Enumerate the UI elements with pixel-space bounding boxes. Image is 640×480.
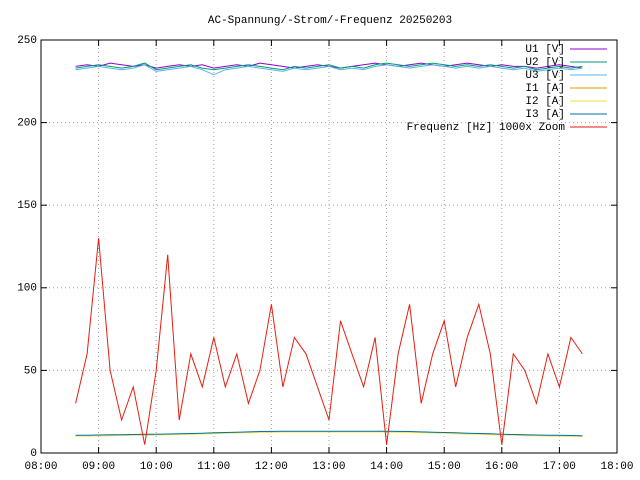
series-line: [75, 64, 583, 76]
y-tick-label: 100: [17, 283, 37, 295]
x-tick-label: 18:00: [600, 461, 633, 473]
legend-label: Frequenz [Hz] 1000x Zoom: [407, 122, 566, 134]
x-tick-label: 10:00: [140, 461, 173, 473]
x-tick-label: 08:00: [24, 461, 57, 473]
series-line: [75, 238, 583, 445]
x-tick-label: 15:00: [428, 461, 461, 473]
legend-label: I3 [A]: [525, 109, 565, 121]
legend-label: I2 [A]: [525, 96, 565, 108]
y-tick-label: 200: [17, 118, 37, 130]
y-tick-label: 250: [17, 35, 37, 47]
y-tick-label: 150: [17, 200, 37, 212]
x-tick-label: 16:00: [485, 461, 518, 473]
series-line: [75, 431, 583, 437]
y-tick-label: 50: [24, 365, 37, 377]
legend-label: U1 [V]: [525, 44, 565, 56]
x-tick-label: 13:00: [312, 461, 345, 473]
plot-border: [40, 39, 618, 454]
series-line: [75, 430, 583, 437]
x-tick-label: 14:00: [370, 461, 403, 473]
legend-label: U3 [V]: [525, 70, 565, 82]
legend-label: I1 [A]: [525, 83, 565, 95]
legend-label: U2 [V]: [525, 57, 565, 69]
x-tick-label: 17:00: [543, 461, 576, 473]
x-tick-label: 12:00: [255, 461, 288, 473]
x-tick-label: 09:00: [82, 461, 115, 473]
chart-title: AC-Spannung/-Strom/-Frequenz 20250203: [208, 15, 452, 27]
x-tick-label: 11:00: [197, 461, 230, 473]
series-line: [75, 62, 583, 71]
y-tick-label: 0: [30, 448, 37, 460]
